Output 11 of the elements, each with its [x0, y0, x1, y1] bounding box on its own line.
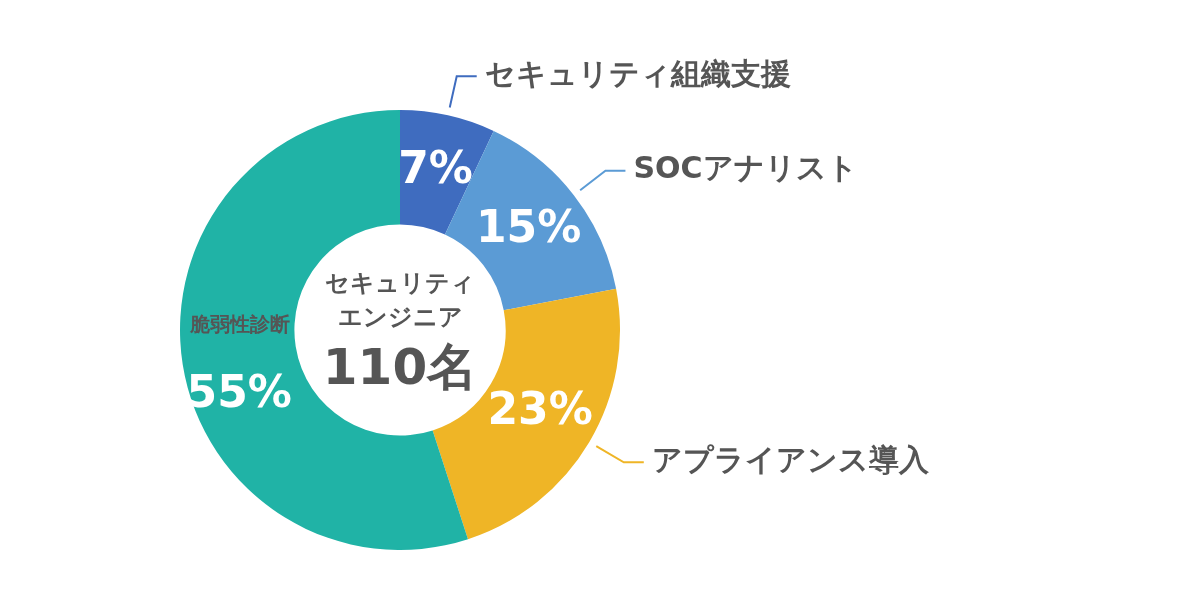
- text: 110名: [322, 337, 478, 396]
- text: エンジニア: [337, 303, 463, 332]
- slice-label: SOCアナリスト: [633, 150, 858, 186]
- text: セキュリティ: [325, 269, 475, 298]
- data-label: 23%: [487, 383, 593, 435]
- slice-label: 脆弱性診断: [189, 311, 291, 336]
- data-label: 7%: [398, 141, 473, 193]
- data-label: 15%: [475, 200, 582, 252]
- slice-label: セキュリティ組織支援: [484, 56, 791, 92]
- data-label: 55%: [186, 365, 292, 417]
- slice-label: アプライアンス導入: [651, 442, 930, 478]
